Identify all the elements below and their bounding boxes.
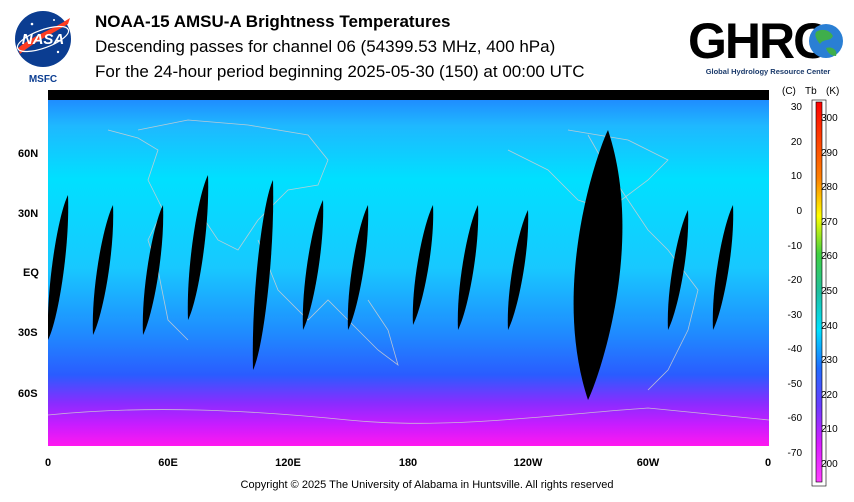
orbit-gap-swath	[507, 210, 529, 330]
nasa-logo-text: NASA	[22, 31, 65, 48]
orbit-gap-swath	[712, 205, 734, 330]
channel-subtitle: Descending passes for channel 06 (54399.…	[95, 37, 556, 56]
lon-label: 120E	[275, 457, 301, 469]
colorbar-kelvin-tick: 200	[821, 458, 838, 470]
colorbar-kelvin-tick: 230	[821, 355, 838, 367]
colorbar-kelvin-tick: 220	[821, 389, 838, 401]
ghrc-logo: GHRC Global Hydrology Resource Center	[688, 13, 843, 76]
colorbar-kelvin-tick: 300	[821, 113, 838, 125]
lat-label: 30S	[18, 327, 38, 339]
period-subtitle: For the 24-hour period beginning 2025-05…	[95, 62, 585, 81]
colorbar-kelvin-tick: 240	[821, 320, 838, 332]
colorbar-scale	[815, 101, 823, 483]
colorbar-header-c: (C)	[782, 86, 796, 97]
lon-label: 120W	[513, 457, 543, 469]
lat-label: EQ	[23, 267, 39, 279]
colorbar-celsius-tick: 20	[790, 136, 802, 148]
ghrc-logo-text: GHRC	[688, 13, 828, 69]
orbit-gap-swath	[252, 180, 274, 370]
orbit-gap-swath	[573, 130, 623, 400]
colorbar-header-tb: Tb	[805, 86, 817, 97]
colorbar-header-k: (K)	[826, 86, 840, 97]
colorbar-kelvin-tick: 280	[821, 182, 838, 194]
map-background	[48, 90, 769, 446]
orbit-gap-swath	[142, 205, 164, 335]
copyright-notice: Copyright © 2025 The University of Alaba…	[240, 479, 614, 491]
map-top-bar	[48, 90, 769, 100]
colorbar-celsius-tick: -40	[787, 344, 802, 356]
colorbar-kelvin-tick: 290	[821, 147, 838, 159]
colorbar-kelvin-tick: 250	[821, 286, 838, 297]
colorbar-celsius-tick: -20	[787, 275, 802, 287]
colorbar-kelvin-tick: 260	[821, 251, 838, 263]
colorbar-celsius-tick: -50	[787, 378, 802, 390]
colorbar-kelvin-tick: 270	[821, 216, 838, 228]
colorbar-celsius-tick: 30	[790, 102, 802, 114]
colorbar-kelvin-tick: 210	[821, 424, 838, 436]
orbit-gap-swath	[347, 205, 369, 330]
lon-label: 180	[398, 457, 418, 469]
lat-label: 60S	[18, 388, 38, 400]
lat-label: 60N	[18, 148, 39, 160]
lon-label: 0	[44, 457, 52, 469]
orbit-gap-swath	[92, 205, 114, 335]
msfc-caption: MSFC	[29, 74, 57, 85]
orbit-gap-swath	[302, 200, 324, 330]
lat-label: 30N	[18, 208, 39, 220]
orbit-gap-swath	[412, 205, 434, 325]
orbit-gap-swath	[667, 210, 689, 330]
orbit-gap-swath	[457, 205, 479, 330]
orbit-gap-swath	[187, 175, 209, 320]
colorbar-celsius-tick: -60	[787, 413, 802, 425]
colorbar-celsius-tick: -10	[787, 240, 802, 252]
colorbar-celsius-tick: 0	[796, 206, 802, 218]
colorbar-celsius-tick: -30	[787, 309, 802, 321]
lon-label: 60E	[158, 457, 178, 469]
colorbar-celsius-tick: 10	[790, 171, 802, 183]
orbit-gaps	[48, 130, 734, 400]
colorbar	[811, 99, 827, 487]
nasa-logo: NASA MSFC	[15, 11, 71, 85]
colorbar-frame	[811, 99, 827, 487]
ghrc-caption: Global Hydrology Resource Center	[706, 67, 831, 76]
brightness-temperature-map	[48, 90, 769, 446]
orbit-gap-swath	[48, 195, 69, 340]
colorbar-celsius-tick: -70	[787, 447, 802, 459]
lon-label: 0	[764, 457, 772, 469]
page-title: NOAA-15 AMSU-A Brightness Temperatures	[95, 12, 451, 31]
lon-label: 60W	[636, 457, 660, 469]
